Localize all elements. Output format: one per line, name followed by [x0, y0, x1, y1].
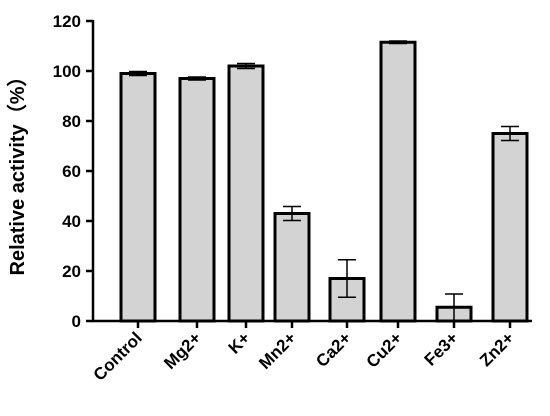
bars [119, 40, 529, 323]
x-tick-label: Mg2+ [160, 328, 205, 373]
y-tick-label: 120 [53, 12, 81, 31]
x-tick-label: Ca2+ [312, 328, 355, 371]
x-tick-label: K+ [225, 328, 254, 357]
bar-Zn2+ [491, 132, 529, 323]
y-axis: 0 20 40 60 80 100 120 [53, 12, 95, 331]
x-tick-label: Control [90, 328, 146, 384]
y-tick-label: 100 [53, 62, 81, 81]
x-tick-label: Zn2+ [476, 328, 518, 370]
x-tick-label: Cu2+ [363, 328, 406, 371]
y-tick-label: 20 [62, 262, 81, 281]
y-tick-label: 80 [62, 112, 81, 131]
bar-Mn2+ [273, 212, 311, 323]
bar-K+ [227, 64, 265, 323]
x-tick-label: Fe3+ [421, 328, 462, 369]
bar-Mg2+ [178, 77, 216, 323]
y-axis-title: Relative activity（%） [6, 67, 29, 276]
x-tick-label: Mn2+ [255, 328, 300, 373]
y-tick-label: 40 [62, 212, 81, 231]
bar-Cu2+ [379, 40, 417, 323]
x-axis: Control Mg2+ K+ Mn2+ Ca2+ Cu2+ Fe3+ Zn2+ [90, 319, 532, 385]
bar-Control [119, 72, 157, 323]
y-tick-label: 0 [72, 312, 81, 331]
y-tick-label: 60 [62, 162, 81, 181]
y-axis-label-group: Relative activity（%） [6, 67, 29, 276]
